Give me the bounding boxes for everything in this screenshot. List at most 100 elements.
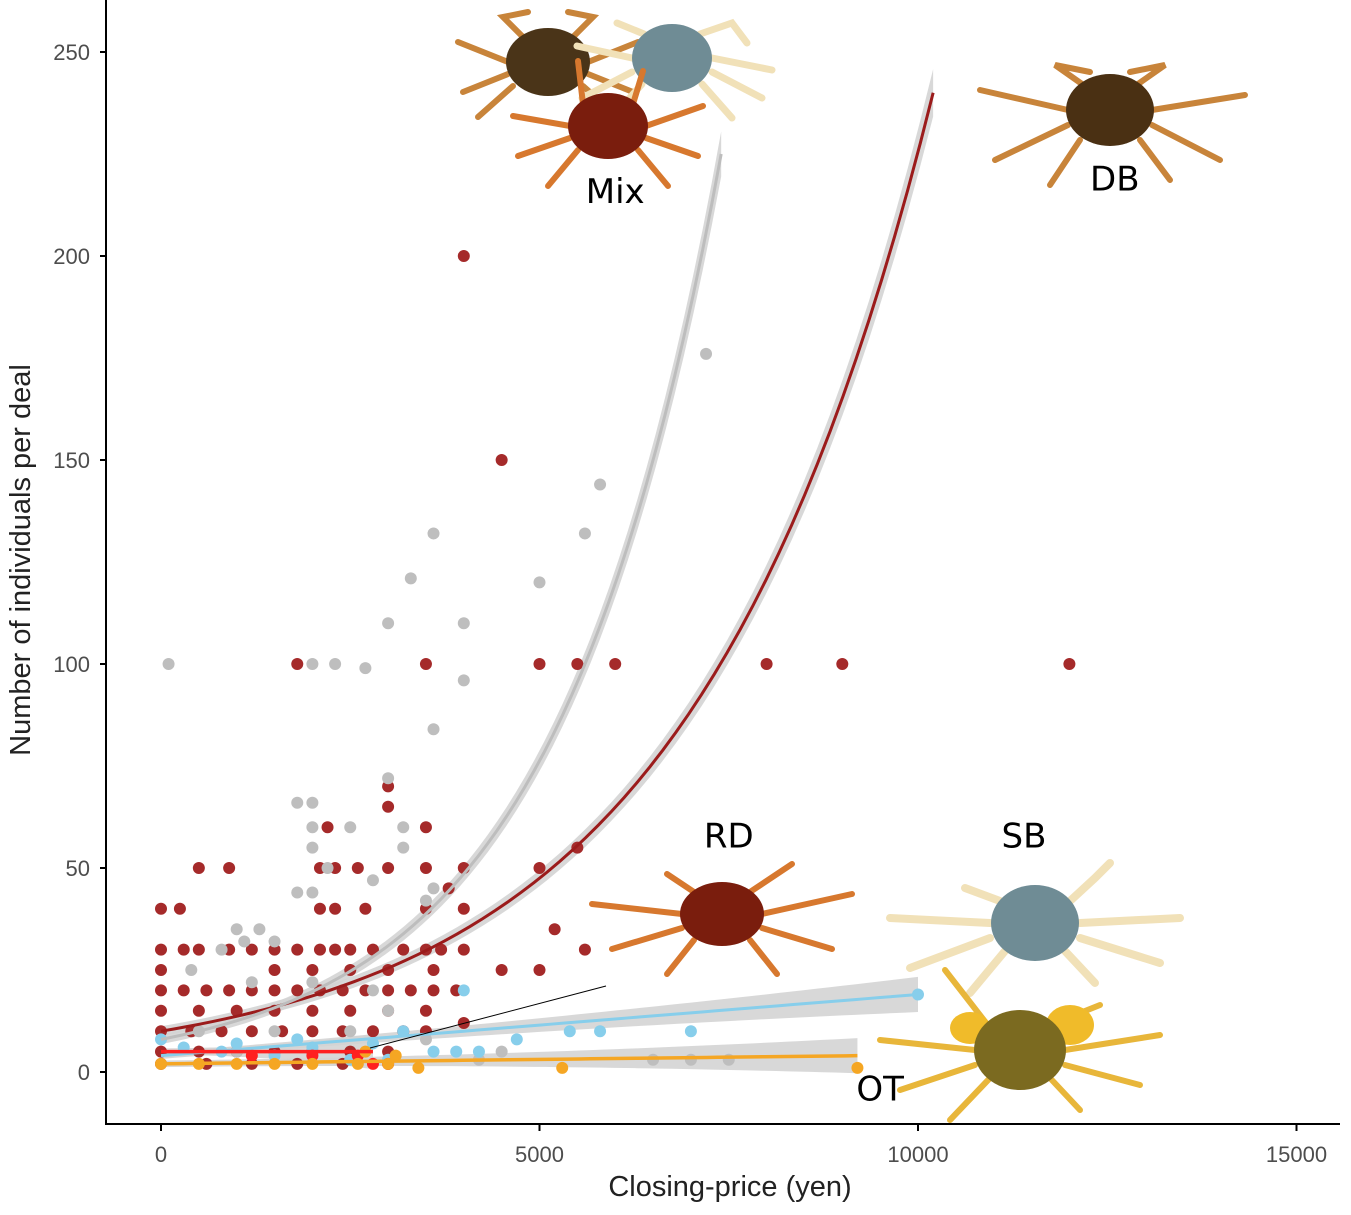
- data-point-mix: [382, 772, 395, 785]
- data-point-db: [571, 658, 584, 670]
- crab-label-rd: RD: [704, 817, 754, 857]
- confidence-band-db: [161, 69, 934, 1037]
- data-point-mix: [238, 935, 251, 948]
- x-tick-label: 0: [155, 1142, 167, 1167]
- data-point-mix: [344, 821, 357, 834]
- data-point-db: [215, 1025, 228, 1038]
- crab-image-db: [977, 62, 1248, 188]
- data-point-mix: [594, 478, 607, 491]
- data-point-sb: [457, 984, 470, 997]
- data-point-ot: [851, 1061, 864, 1074]
- data-point-db: [155, 1004, 167, 1017]
- confidence-band-ot: [161, 1038, 858, 1074]
- crab-label-sb: SB: [1002, 817, 1047, 857]
- data-point-db: [291, 658, 304, 670]
- data-point-sb: [510, 1033, 523, 1046]
- data-point-mix: [306, 886, 319, 899]
- data-point-mix: [366, 984, 379, 997]
- data-point-db: [457, 943, 470, 956]
- data-point-ot: [351, 1057, 364, 1070]
- data-point-mix: [253, 923, 266, 936]
- data-point-sb: [472, 1045, 485, 1058]
- data-point-mix: [185, 964, 198, 976]
- crab-image-ot: [877, 967, 1163, 1123]
- x-tick-label: 5000: [515, 1142, 564, 1167]
- data-point-mix: [306, 821, 319, 834]
- data-point-db: [548, 923, 561, 936]
- data-point-ot: [412, 1061, 425, 1074]
- data-point-mix: [268, 935, 281, 948]
- data-point-db: [344, 943, 357, 956]
- data-point-db: [397, 943, 410, 956]
- data-point-mix: [215, 943, 228, 956]
- data-point-sb: [230, 1037, 243, 1050]
- data-point-mix: [162, 658, 175, 670]
- data-point-db: [419, 658, 432, 670]
- data-point-db: [533, 658, 546, 670]
- data-point-db: [155, 902, 167, 915]
- y-tick-label: 0: [78, 1060, 90, 1085]
- data-point-mix: [427, 882, 440, 895]
- confidence-band-mix: [161, 131, 722, 1045]
- data-point-mix: [344, 1025, 357, 1038]
- data-point-db: [533, 964, 546, 976]
- data-point-mix: [397, 841, 410, 854]
- data-point-db: [419, 821, 432, 834]
- y-tick-label: 100: [53, 652, 90, 677]
- data-point-mix: [457, 617, 470, 630]
- data-point-mix: [306, 841, 319, 854]
- data-point-mix: [291, 796, 304, 809]
- data-point-mix: [291, 886, 304, 899]
- data-point-db: [223, 862, 236, 874]
- data-point-db: [1063, 658, 1076, 670]
- data-point-db: [155, 943, 167, 956]
- data-point-db: [268, 964, 281, 976]
- data-point-mix: [578, 527, 591, 540]
- data-point-db: [495, 454, 508, 466]
- data-point-sb: [684, 1025, 697, 1038]
- data-point-db: [245, 943, 258, 956]
- data-point-mix: [245, 976, 258, 989]
- data-point-mix: [366, 874, 379, 887]
- data-point-db: [609, 658, 622, 670]
- y-tick-label: 50: [66, 856, 90, 881]
- data-point-db: [435, 943, 448, 956]
- data-point-db: [419, 862, 432, 874]
- data-point-db: [533, 862, 546, 874]
- data-point-db: [230, 1004, 243, 1017]
- x-tick-label: 10000: [887, 1142, 948, 1167]
- trend-line-mix: [160, 153, 723, 1041]
- data-point-mix: [268, 1025, 281, 1038]
- data-point-db: [223, 984, 236, 997]
- y-tick-label: 150: [53, 448, 90, 473]
- data-point-sb: [397, 1025, 410, 1038]
- trend-line-sb: [160, 992, 919, 1058]
- data-point-mix: [419, 1033, 432, 1046]
- data-point-db: [578, 943, 591, 956]
- data-point-db: [404, 984, 417, 997]
- trend-line-ot: [160, 1053, 858, 1066]
- data-point-mix: [495, 1045, 508, 1058]
- data-point-mix: [306, 796, 319, 809]
- y-ticks: 0 50 100 150 200 250: [53, 40, 106, 1085]
- data-point-db: [382, 800, 395, 813]
- y-tick-label: 200: [53, 244, 90, 269]
- data-point-db: [329, 902, 342, 915]
- data-point-db: [351, 862, 364, 874]
- crab-label-ot: OT: [856, 1070, 904, 1110]
- data-point-db: [155, 984, 167, 997]
- data-point-db: [313, 902, 326, 915]
- data-point-mix: [457, 674, 470, 687]
- data-point-mix: [382, 617, 395, 630]
- data-point-sb: [427, 1045, 440, 1058]
- data-point-db: [359, 902, 372, 915]
- data-point-sb: [291, 1033, 304, 1046]
- crab-labels: Mix DB RD SB OT: [586, 160, 1140, 1110]
- data-point-mix: [533, 576, 546, 589]
- data-point-db: [192, 862, 205, 874]
- data-point-db: [836, 658, 849, 670]
- data-point-mix: [382, 1004, 395, 1017]
- data-point-db: [192, 1004, 205, 1017]
- data-point-db: [366, 1025, 379, 1038]
